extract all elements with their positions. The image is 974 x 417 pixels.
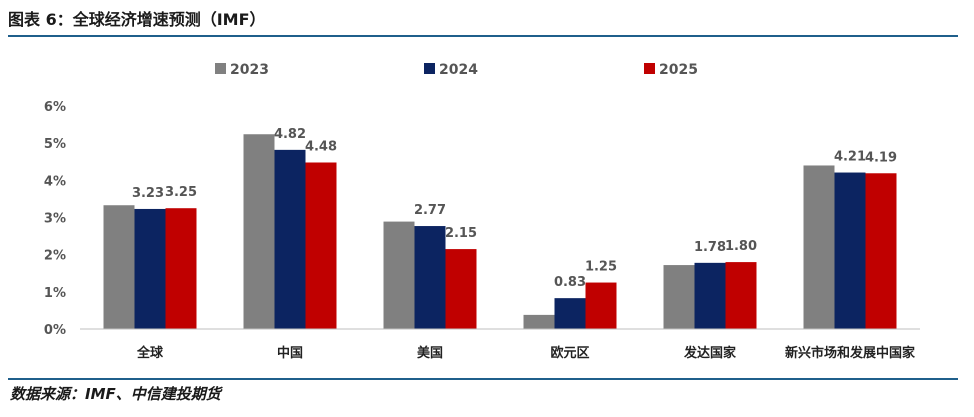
- x-category-label: 欧元区: [550, 345, 589, 361]
- bar-2023: [383, 221, 415, 329]
- legend-label: 2023: [230, 62, 269, 78]
- data-label: 3.23: [132, 186, 164, 201]
- legend-swatch-2025: [644, 63, 655, 74]
- y-tick-label: 5%: [44, 137, 66, 152]
- bar-2024: [834, 172, 866, 329]
- y-tick-label: 4%: [44, 174, 66, 189]
- data-label: 3.25: [165, 185, 197, 200]
- bar-2025: [305, 162, 337, 329]
- data-label: 4.82: [274, 127, 306, 142]
- bars: [103, 134, 897, 329]
- bar-2023: [103, 205, 135, 329]
- bottom-rule: [8, 378, 958, 380]
- y-tick-label: 2%: [44, 249, 66, 264]
- bar-2023: [663, 265, 695, 329]
- legend-label: 2025: [659, 62, 698, 78]
- legend: 2023 2024 2025: [215, 62, 698, 78]
- bar-chart: 2023 2024 2025 0% 1% 2% 3% 4% 5% 6% 3.23 3.25 4.82…: [44, 62, 920, 361]
- bar-2024: [274, 149, 306, 329]
- x-category-label: 美国: [417, 345, 443, 361]
- data-label: 1.78: [694, 240, 726, 255]
- data-label: 4.48: [305, 139, 337, 154]
- source-note: 数据来源：IMF、中信建投期货: [10, 385, 221, 403]
- y-tick-label: 3%: [44, 212, 66, 227]
- legend-label: 2024: [439, 62, 478, 78]
- x-category-label: 全球: [136, 345, 164, 361]
- data-label: 0.83: [554, 275, 586, 290]
- bar-2024: [694, 262, 726, 329]
- chart-title: 图表 6：全球经济增速预测（IMF）: [8, 10, 266, 29]
- data-label: 1.80: [725, 239, 757, 254]
- bar-2025: [725, 262, 757, 329]
- bar-2024: [134, 208, 166, 329]
- bar-2024: [414, 226, 446, 329]
- legend-swatch-2023: [215, 63, 226, 74]
- y-tick-label: 0%: [44, 323, 66, 338]
- bar-2025: [445, 249, 477, 329]
- bar-2023: [243, 134, 275, 329]
- x-category-label: 中国: [277, 345, 303, 361]
- bar-2023: [803, 165, 835, 329]
- x-category-label: 新兴市场和发展中国家: [785, 345, 916, 361]
- bar-2023: [523, 314, 555, 329]
- y-axis: 0% 1% 2% 3% 4% 5% 6%: [44, 100, 66, 338]
- data-label: 2.15: [445, 226, 477, 241]
- bar-2025: [585, 282, 617, 329]
- data-label: 4.19: [865, 150, 897, 165]
- x-category-label: 发达国家: [683, 345, 737, 361]
- data-label: 4.21: [834, 150, 866, 165]
- bar-2025: [865, 173, 897, 329]
- x-axis: 全球 中国 美国 欧元区 发达国家 新兴市场和发展中国家: [80, 328, 920, 361]
- legend-swatch-2024: [424, 63, 435, 74]
- data-label: 1.25: [585, 260, 617, 275]
- y-tick-label: 1%: [44, 286, 66, 301]
- bar-2024: [554, 298, 586, 329]
- top-rule: [8, 35, 958, 37]
- data-labels: 3.23 3.25 4.824.48 2.77 2.15 0.831.25 1.781.80…: [132, 127, 897, 290]
- bar-2025: [165, 208, 197, 329]
- data-label: 2.77: [414, 203, 446, 218]
- y-tick-label: 6%: [44, 100, 66, 115]
